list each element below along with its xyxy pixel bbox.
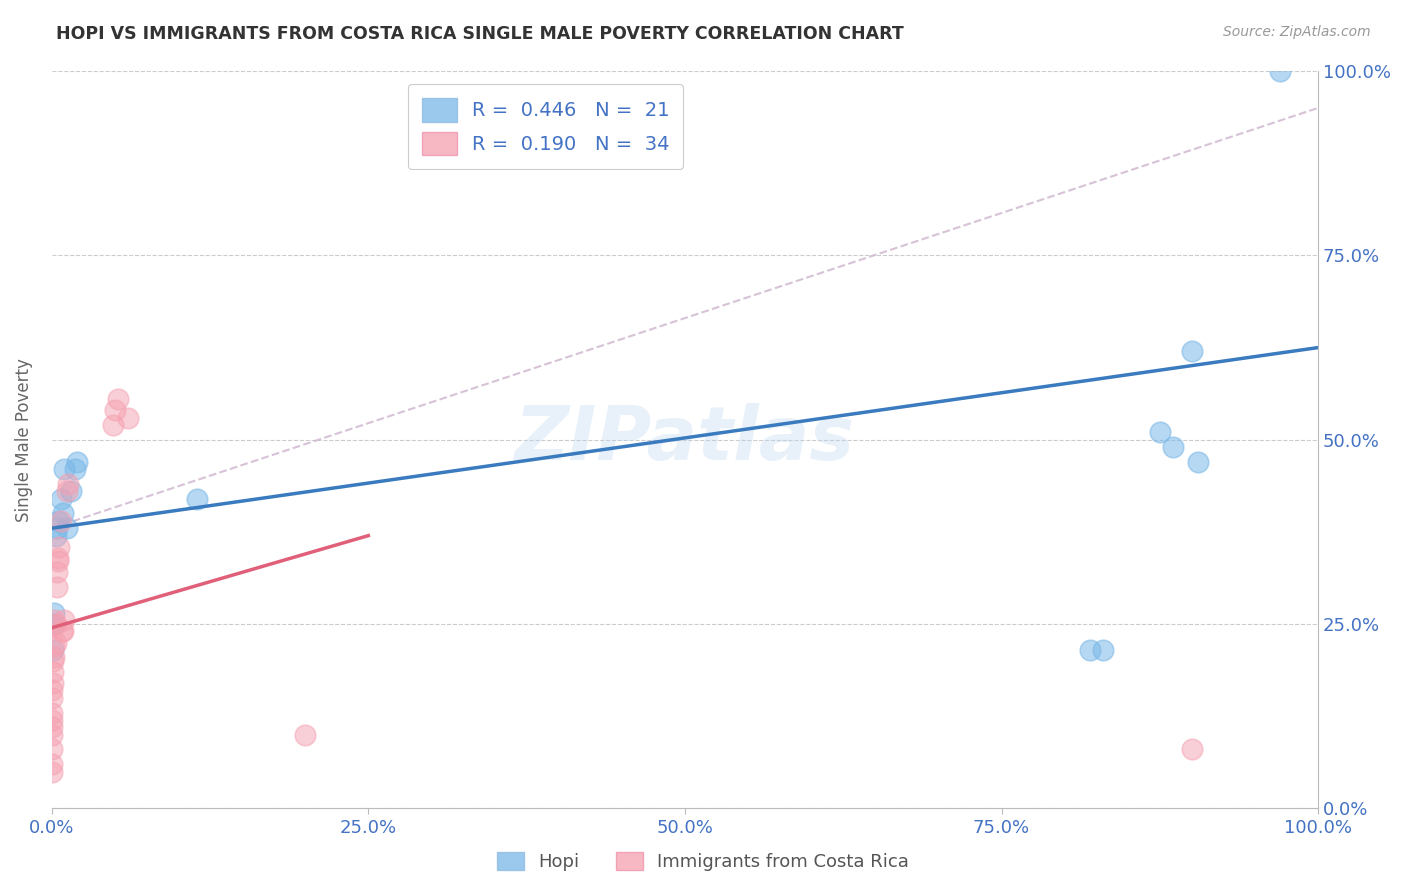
Point (117, 410, 139, 425)
Point (49, 514, 72, 528)
Point (44, 614, 66, 628)
Point (1180, 742, 1202, 756)
Point (41, 764, 63, 779)
Point (46, 550, 69, 565)
Point (101, 417, 124, 432)
Text: HOPI VS IMMIGRANTS FROM COSTA RICA SINGLE MALE POVERTY CORRELATION CHART: HOPI VS IMMIGRANTS FROM COSTA RICA SINGL… (56, 25, 904, 43)
Point (45, 528, 67, 542)
Point (1149, 425, 1171, 440)
Point (59, 484, 82, 499)
Point (45, 580, 67, 594)
Point (42, 676, 65, 690)
Point (44, 639, 66, 653)
Point (42, 665, 65, 679)
Point (41, 690, 63, 705)
Point (46, 554, 69, 568)
Text: Source: ZipAtlas.com: Source: ZipAtlas.com (1223, 25, 1371, 39)
Text: ZIPatlas: ZIPatlas (515, 403, 855, 476)
Point (186, 491, 208, 506)
Point (51, 624, 73, 639)
Point (41, 720, 63, 734)
Point (56, 521, 79, 535)
Point (52, 507, 75, 521)
Point (41, 713, 63, 727)
Point (58, 477, 80, 491)
Y-axis label: Single Male Poverty: Single Male Poverty (15, 358, 32, 522)
Legend: Hopi, Immigrants from Costa Rica: Hopi, Immigrants from Costa Rica (489, 845, 917, 879)
Point (44, 606, 66, 620)
Point (1161, 440, 1184, 454)
Point (53, 614, 76, 628)
Point (45, 566, 67, 580)
Point (1187, 455, 1209, 469)
Legend: R =  0.446   N =  21, R =  0.190   N =  34: R = 0.446 N = 21, R = 0.190 N = 34 (408, 85, 683, 169)
Point (1180, 344, 1202, 359)
Point (107, 392, 129, 407)
Point (45, 617, 67, 632)
Point (48, 540, 70, 554)
Point (42, 654, 65, 668)
Point (41, 706, 63, 720)
Point (41, 757, 63, 772)
Point (45, 521, 67, 535)
Point (45, 635, 67, 649)
Point (42, 643, 65, 657)
Point (49, 491, 72, 506)
Point (294, 728, 316, 742)
Point (41, 742, 63, 756)
Point (63, 462, 86, 476)
Point (1091, 643, 1114, 657)
Point (41, 683, 63, 698)
Point (1078, 643, 1101, 657)
Point (44, 617, 66, 632)
Point (56, 484, 79, 499)
Point (66, 455, 89, 469)
Point (1268, 64, 1291, 78)
Point (52, 624, 75, 639)
Point (53, 462, 76, 476)
Point (104, 403, 127, 417)
Point (46, 514, 69, 528)
Point (44, 650, 66, 665)
Point (41, 728, 63, 742)
